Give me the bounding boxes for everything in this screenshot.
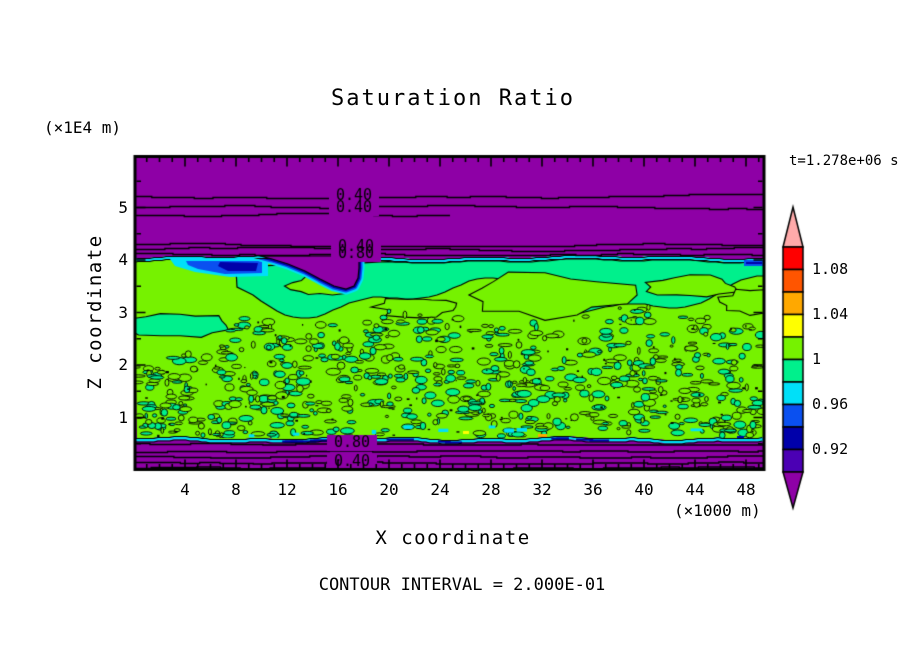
colorbar-label: 1.08 bbox=[812, 259, 849, 278]
x-axis-label: X coordinate bbox=[375, 527, 531, 549]
x-axis-unit: (×1000 m) bbox=[674, 501, 761, 520]
x-tick-label: 36 bbox=[583, 480, 603, 499]
contour-interval-note: CONTOUR INTERVAL = 2.000E-01 bbox=[318, 575, 606, 595]
y-tick-label: 5 bbox=[118, 197, 128, 217]
y-tick-label: 2 bbox=[118, 355, 128, 374]
x-tick-label: 12 bbox=[277, 480, 297, 499]
colorbar-label: 0.96 bbox=[812, 394, 849, 413]
colorbar-label: 1.04 bbox=[812, 304, 849, 323]
chart-title: Saturation Ratio bbox=[331, 86, 575, 111]
x-tick-label: 32 bbox=[532, 480, 552, 499]
y-tick-label: 1 bbox=[118, 407, 128, 427]
x-tick-label: 8 bbox=[231, 480, 241, 499]
y-tick-label: 3 bbox=[118, 302, 128, 322]
y-tick-label: 4 bbox=[118, 250, 128, 269]
x-tick-label: 48 bbox=[736, 480, 756, 499]
time-label: t=1.278e+06 s bbox=[789, 153, 899, 169]
x-tick-label: 40 bbox=[634, 480, 654, 499]
x-tick-label: 44 bbox=[685, 480, 705, 499]
x-tick-label: 20 bbox=[379, 480, 399, 499]
x-tick-label: 4 bbox=[180, 480, 190, 499]
x-tick-label: 24 bbox=[430, 480, 450, 499]
colorbar-label: 0.92 bbox=[812, 439, 849, 458]
x-tick-label: 16 bbox=[328, 480, 348, 499]
y-axis-unit: (×1E4 m) bbox=[44, 118, 122, 137]
colorbar-label: 1 bbox=[812, 349, 822, 368]
x-tick-label: 28 bbox=[481, 480, 501, 499]
